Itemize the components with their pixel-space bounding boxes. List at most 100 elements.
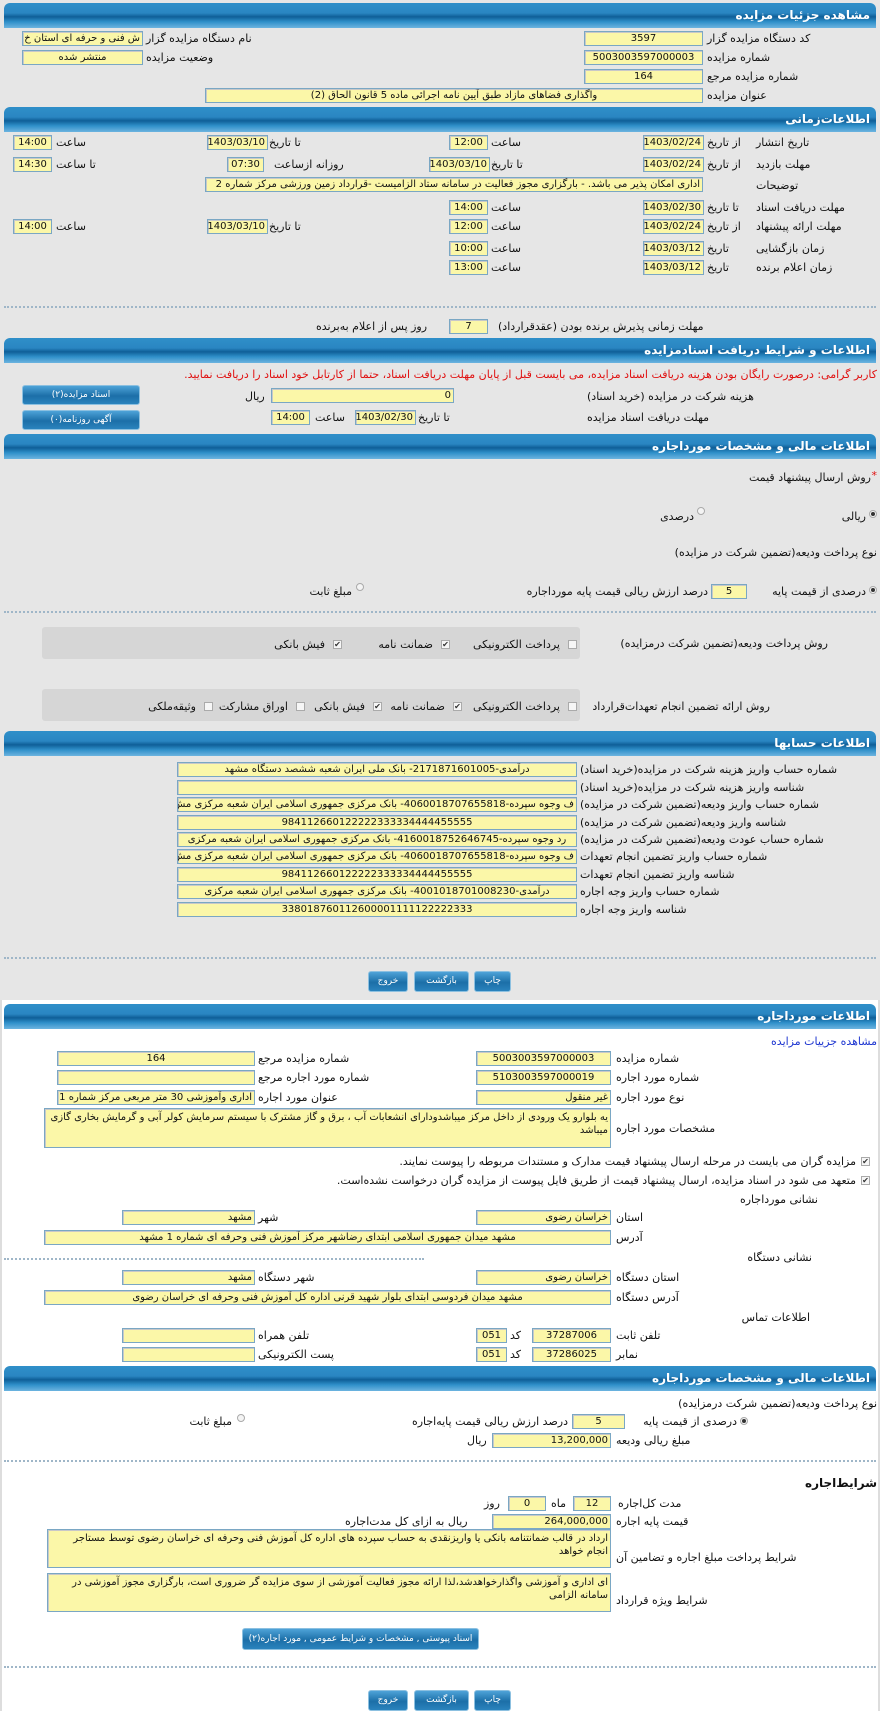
account-field-8[interactable]: درآمدی-4001018701008230- بانک مرکزی جمهو… (177, 884, 577, 899)
open-date-field[interactable]: 1403/03/12 (643, 241, 704, 256)
publish-from-time-field[interactable]: 12:00 (449, 135, 488, 150)
visit-from-field[interactable]: 1403/02/24 (643, 157, 704, 172)
city-field[interactable]: مشهد (122, 1210, 255, 1225)
lease-deposit-fixed-radio[interactable] (237, 1414, 245, 1422)
org-code-field[interactable]: 3597 (584, 31, 703, 46)
print-button-bottom[interactable]: چاپ (474, 1690, 511, 1711)
lease-deposit-percent-radio[interactable] (740, 1417, 748, 1425)
pay-bank-receipt-checkbox[interactable]: ✔ (333, 640, 342, 649)
org-province-field[interactable]: خراسان رضوی (476, 1270, 611, 1285)
lease-deposit-percent-field[interactable]: 5 (572, 1414, 625, 1429)
exit-button-bottom[interactable]: خروج (368, 1690, 408, 1711)
back-button-bottom[interactable]: بازگشت (414, 1690, 469, 1711)
auction-details-link[interactable]: مشاهده جزییات مزایده (771, 1035, 877, 1048)
fax-code-field[interactable]: 051 (476, 1347, 507, 1362)
account-field-9[interactable]: 338018760112600001111122222333 (177, 902, 577, 917)
winner-date-field[interactable]: 1403/03/12 (643, 260, 704, 275)
method-rial-radio[interactable] (869, 510, 877, 518)
auction-title-field[interactable]: واگذاری فضاهای مازاد طبق آیین نامه اجرائ… (205, 88, 703, 103)
docs-to-field[interactable]: 1403/02/30 (643, 200, 704, 215)
account-field-4[interactable]: 984112660122222333334444455555 (177, 815, 577, 830)
publish-to-time-field[interactable]: 14:00 (13, 135, 52, 150)
offer-from-field[interactable]: 1403/02/24 (643, 219, 704, 234)
deposit-percent-radio[interactable] (869, 586, 877, 594)
account-field-1[interactable]: درآمدی-2171871601005- بانک ملی ایران شعب… (177, 762, 577, 777)
payment-terms-textarea[interactable]: ارداد در قالب ضمانتنامه بانکی یا واریزنق… (47, 1529, 611, 1568)
reference-number-field[interactable]: 164 (584, 69, 703, 84)
fee-field[interactable]: 0 (271, 388, 454, 403)
g-guarantee-letter-checkbox[interactable]: ✔ (453, 702, 462, 711)
newspaper-ad-button[interactable]: آگهی روزنامه(۰) (22, 410, 140, 430)
print-button[interactable]: چاپ (474, 971, 511, 992)
g-bonds-checkbox[interactable] (296, 702, 305, 711)
back-button[interactable]: بازگشت (414, 971, 469, 992)
phone-code-field[interactable]: 051 (476, 1328, 507, 1343)
label: شماره حساب واریز ودیعه(تضمین شرکت در مزا… (580, 798, 819, 811)
address-heading: نشانی مورداجاره (739, 1193, 818, 1206)
address-field[interactable]: مشهد میدان جمهوری اسلامی ابتدای رضاشهر م… (44, 1230, 611, 1245)
deposit-percent-field[interactable]: 5 (711, 584, 747, 599)
open-time-field[interactable]: 10:00 (449, 241, 488, 256)
specifications-textarea[interactable]: یه بلوارو یک ورودی از داخل مرکز میباشدود… (44, 1108, 611, 1148)
g-bank-receipt-checkbox[interactable]: ✔ (373, 702, 382, 711)
account-field-7[interactable]: 984112660122222333334444455555 (177, 867, 577, 882)
required-mark: * (871, 469, 878, 482)
org-name-field[interactable]: ش فنی و حرفه ای استان خ (22, 31, 143, 46)
account-field-2[interactable] (177, 780, 577, 795)
account-field-6[interactable]: ف وجوه سپرده-4060018707655818- بانک مرکز… (177, 849, 577, 864)
email-field[interactable] (122, 1347, 255, 1362)
mobile-field[interactable] (122, 1328, 255, 1343)
deposit-amount-field[interactable]: 13,200,000 (492, 1433, 611, 1448)
g-property-checkbox[interactable] (204, 702, 213, 711)
item-title-field[interactable]: اداری وآموزشی 30 متر مربعی مرکز شماره 1 … (57, 1090, 255, 1105)
org-address-field[interactable]: مشهد میدان فردوسی ابتدای بلوار شهید قرنی… (44, 1290, 611, 1305)
label: شماره حساب واریز وجه اجاره (580, 885, 720, 898)
no-file-offer-checkbox[interactable]: ✔ (861, 1176, 870, 1185)
label: روز پس از اعلام به‌برنده (316, 320, 428, 333)
label: نوع پرداخت ودیعه(تضمین شرکت در مزایده) (674, 546, 877, 559)
visit-to-field[interactable]: 1403/03/10 (429, 157, 490, 172)
special-terms-textarea[interactable]: ای اداری و آموزشی واگذارخواهدشد،لذا ارائ… (47, 1573, 611, 1612)
fax-field[interactable]: 37286025 (532, 1347, 611, 1362)
publish-to-field[interactable]: 1403/03/10 (207, 135, 268, 150)
months-field[interactable]: 12 (573, 1496, 611, 1511)
method-percent-radio[interactable] (697, 507, 705, 515)
auction-documents-button[interactable]: اسناد مزایده(۲) (22, 385, 140, 405)
winner-time-field[interactable]: 13:00 (449, 260, 488, 275)
pay-electronic-checkbox[interactable] (568, 640, 577, 649)
days-field[interactable]: 0 (508, 1496, 546, 1511)
description-field[interactable]: اداری امکان پذیر می باشد. - بارگزاری مجو… (205, 177, 703, 192)
org-city-field[interactable]: مشهد (122, 1270, 255, 1285)
attach-docs-checkbox[interactable]: ✔ (861, 1157, 870, 1166)
province-field[interactable]: خراسان رضوی (476, 1210, 611, 1225)
accept-days-field[interactable]: 7 (449, 319, 488, 334)
item-ref-field[interactable] (57, 1070, 255, 1085)
offer-from-time-field[interactable]: 12:00 (449, 219, 488, 234)
attachments-button[interactable]: اسناد پیوستی , مشخصات و شرایط عمومی , مو… (242, 1628, 479, 1650)
account-field-3[interactable]: ف وجوه سپرده-4060018707655818- بانک مرکز… (177, 797, 577, 812)
exit-button[interactable]: خروج (368, 971, 408, 992)
account-field-5[interactable]: رد وجوه سپرده-4160018752646745- بانک مرک… (177, 832, 577, 847)
type-field[interactable]: غیر منقول (476, 1090, 611, 1105)
docs-time-field[interactable]: 14:00 (449, 200, 488, 215)
item-field[interactable]: 5103003597000019 (476, 1070, 611, 1085)
visit-to-time-field[interactable]: 14:30 (13, 157, 52, 172)
visit-daily-from-field[interactable]: 07:30 (227, 157, 264, 172)
deadline-time-field[interactable]: 14:00 (271, 410, 310, 425)
g-electronic-checkbox[interactable] (568, 702, 577, 711)
deadline-date-field[interactable]: 1403/02/30 (355, 410, 416, 425)
auction-status-field[interactable]: منتشر شده (22, 50, 143, 65)
offer-to-time-field[interactable]: 14:00 (13, 219, 52, 234)
offer-to-field[interactable]: 1403/03/10 (207, 219, 268, 234)
num-field[interactable]: 5003003597000003 (476, 1051, 611, 1066)
label: تاریخ انتشار (756, 136, 810, 149)
pay-guarantee-letter-checkbox[interactable]: ✔ (441, 640, 450, 649)
base-price-field[interactable]: 264,000,000 (492, 1514, 611, 1529)
auction-number-field[interactable]: 5003003597000003 (584, 50, 703, 65)
phone-field[interactable]: 37287006 (532, 1328, 611, 1343)
ref-field[interactable]: 164 (57, 1051, 255, 1066)
label: زمان بازگشایی (756, 242, 825, 255)
deposit-fixed-radio[interactable] (356, 583, 364, 591)
pay-method-box (42, 627, 580, 659)
publish-from-field[interactable]: 1403/02/24 (643, 135, 704, 150)
